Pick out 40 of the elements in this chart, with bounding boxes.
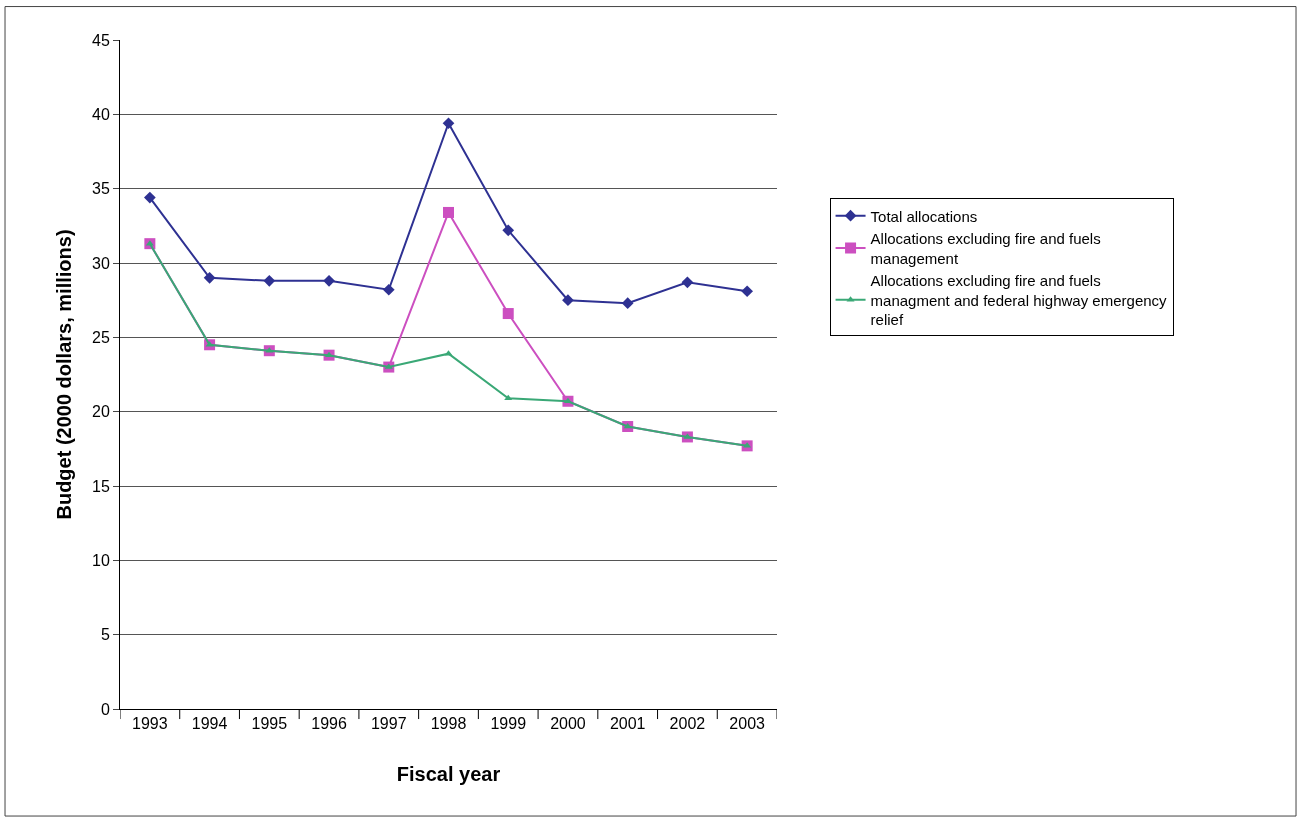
x-tick-label: 1999 xyxy=(490,715,527,733)
x-tick-label: 2003 xyxy=(729,715,766,733)
y-axis-title: Budget (2000 dollars, millions) xyxy=(52,229,75,520)
point xyxy=(562,294,574,307)
x-tick-label: 2001 xyxy=(609,715,646,733)
y-tick-label: 20 xyxy=(92,403,110,421)
point xyxy=(443,206,454,218)
legend-label: Total allocations xyxy=(870,207,978,225)
y-tick-label: 10 xyxy=(92,551,110,569)
point xyxy=(382,283,395,296)
legend-label: Allocations excluding fire and fuels management xyxy=(870,230,1101,267)
point xyxy=(442,117,455,130)
point xyxy=(621,297,634,309)
legend-label: Allocations excluding fire and fuels managment and federal highway emergency relief xyxy=(870,272,1168,329)
y-tick-label: 15 xyxy=(92,477,110,495)
x-tick-label: 1995 xyxy=(251,715,288,733)
point xyxy=(323,274,335,287)
x-tick-label: 1993 xyxy=(132,715,168,733)
y-tick-label: 5 xyxy=(100,626,110,644)
x-tick-label: 1998 xyxy=(430,715,467,733)
point xyxy=(263,274,276,287)
y-tick-label: 35 xyxy=(92,180,110,198)
x-axis-title: Fiscal year xyxy=(396,762,501,785)
point xyxy=(504,394,513,401)
y-tick-label: 25 xyxy=(92,328,110,346)
x-tick-label: 1996 xyxy=(311,715,347,733)
x-tick-label: 1997 xyxy=(370,715,407,733)
point xyxy=(502,308,514,320)
point xyxy=(741,285,753,298)
y-tick-label: 0 xyxy=(100,700,110,718)
point xyxy=(502,224,515,237)
x-tick-label: 2000 xyxy=(550,715,586,733)
y-tick-label: 40 xyxy=(92,105,110,123)
x-tick-label: 1994 xyxy=(191,715,228,733)
x-tick-label: 2002 xyxy=(669,715,706,733)
point xyxy=(203,272,216,284)
point xyxy=(144,191,156,204)
point xyxy=(681,276,694,289)
y-tick-label: 45 xyxy=(92,31,110,49)
y-tick-label: 30 xyxy=(92,254,110,272)
